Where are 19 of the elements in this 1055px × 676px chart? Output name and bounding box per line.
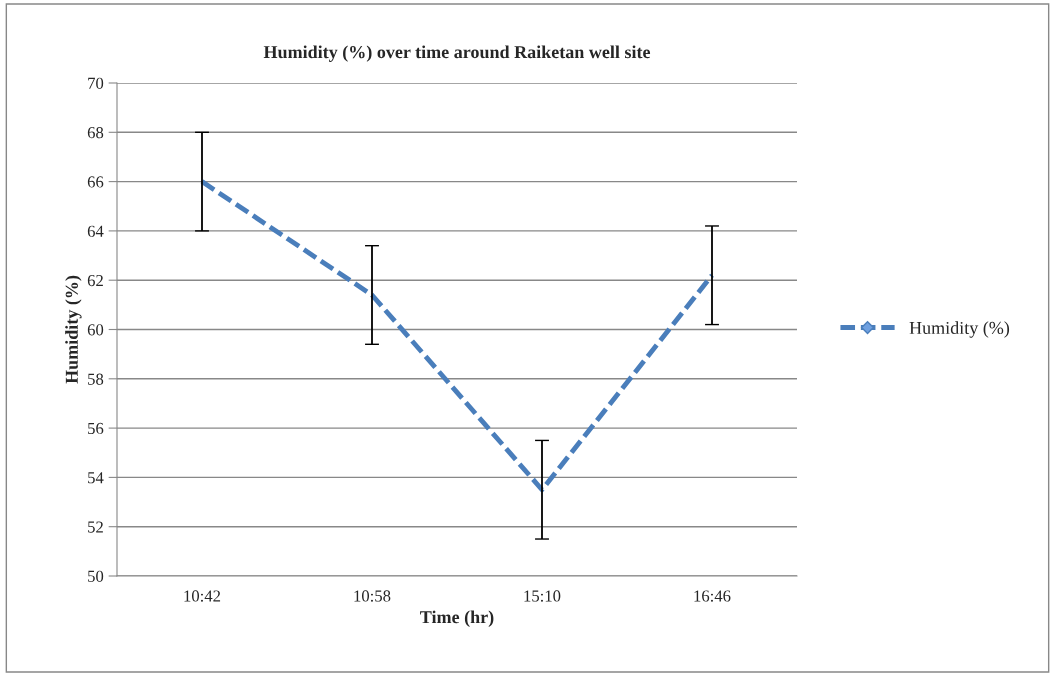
- y-tick-label: 50: [88, 570, 104, 582]
- y-axis-title: Humidity (%): [65, 275, 82, 384]
- y-tick-label: 58: [88, 373, 104, 385]
- x-tick-label: 16:46: [694, 590, 731, 602]
- y-tick-label: 52: [88, 521, 103, 533]
- y-tick-label: 56: [88, 422, 104, 435]
- x-tick-label: 10:42: [184, 590, 221, 602]
- y-tick-label: 68: [87, 127, 104, 139]
- y-tick-label: 60: [87, 324, 104, 336]
- x-tick-label: 10:58: [354, 590, 391, 602]
- y-tick-label: 62: [87, 274, 103, 287]
- chart-title: Humidity (%) over time around Raiketan well site: [263, 45, 651, 62]
- y-tick-label: 70: [88, 77, 104, 89]
- y-tick-label: 66: [87, 176, 104, 188]
- x-tick-label: 15:10: [524, 590, 561, 602]
- y-tick-label: 54: [88, 472, 104, 484]
- x-axis-title: Time (hr): [420, 610, 494, 627]
- legend-label: Humidity (%): [909, 321, 1010, 338]
- y-tick-label: 64: [87, 225, 104, 237]
